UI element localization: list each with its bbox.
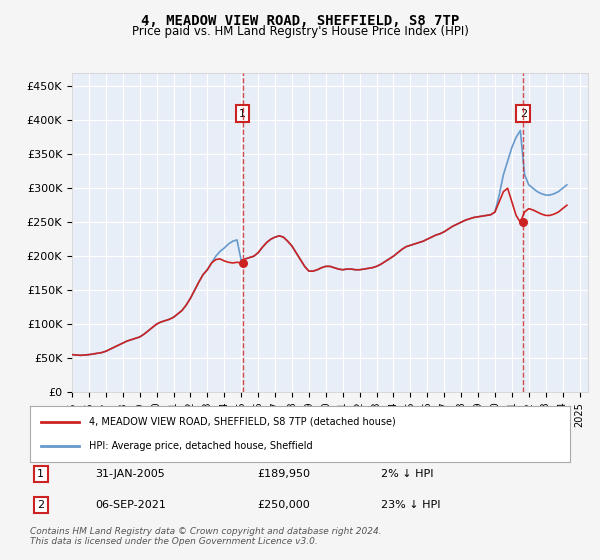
Text: 23% ↓ HPI: 23% ↓ HPI [381,500,440,510]
Text: £189,950: £189,950 [257,469,310,479]
Text: 4, MEADOW VIEW ROAD, SHEFFIELD, S8 7TP (detached house): 4, MEADOW VIEW ROAD, SHEFFIELD, S8 7TP (… [89,417,396,427]
Text: 4, MEADOW VIEW ROAD, SHEFFIELD, S8 7TP: 4, MEADOW VIEW ROAD, SHEFFIELD, S8 7TP [141,14,459,28]
Point [518,218,528,227]
Text: 31-JAN-2005: 31-JAN-2005 [95,469,164,479]
Text: 2: 2 [520,109,527,119]
Text: 2% ↓ HPI: 2% ↓ HPI [381,469,433,479]
Text: 1: 1 [37,469,44,479]
Text: 1: 1 [239,109,246,119]
Text: 2: 2 [37,500,44,510]
Point [238,259,247,268]
Text: £250,000: £250,000 [257,500,310,510]
Text: Contains HM Land Registry data © Crown copyright and database right 2024.
This d: Contains HM Land Registry data © Crown c… [30,526,382,546]
Text: HPI: Average price, detached house, Sheffield: HPI: Average price, detached house, Shef… [89,441,313,451]
Text: 06-SEP-2021: 06-SEP-2021 [95,500,166,510]
Text: Price paid vs. HM Land Registry's House Price Index (HPI): Price paid vs. HM Land Registry's House … [131,25,469,38]
